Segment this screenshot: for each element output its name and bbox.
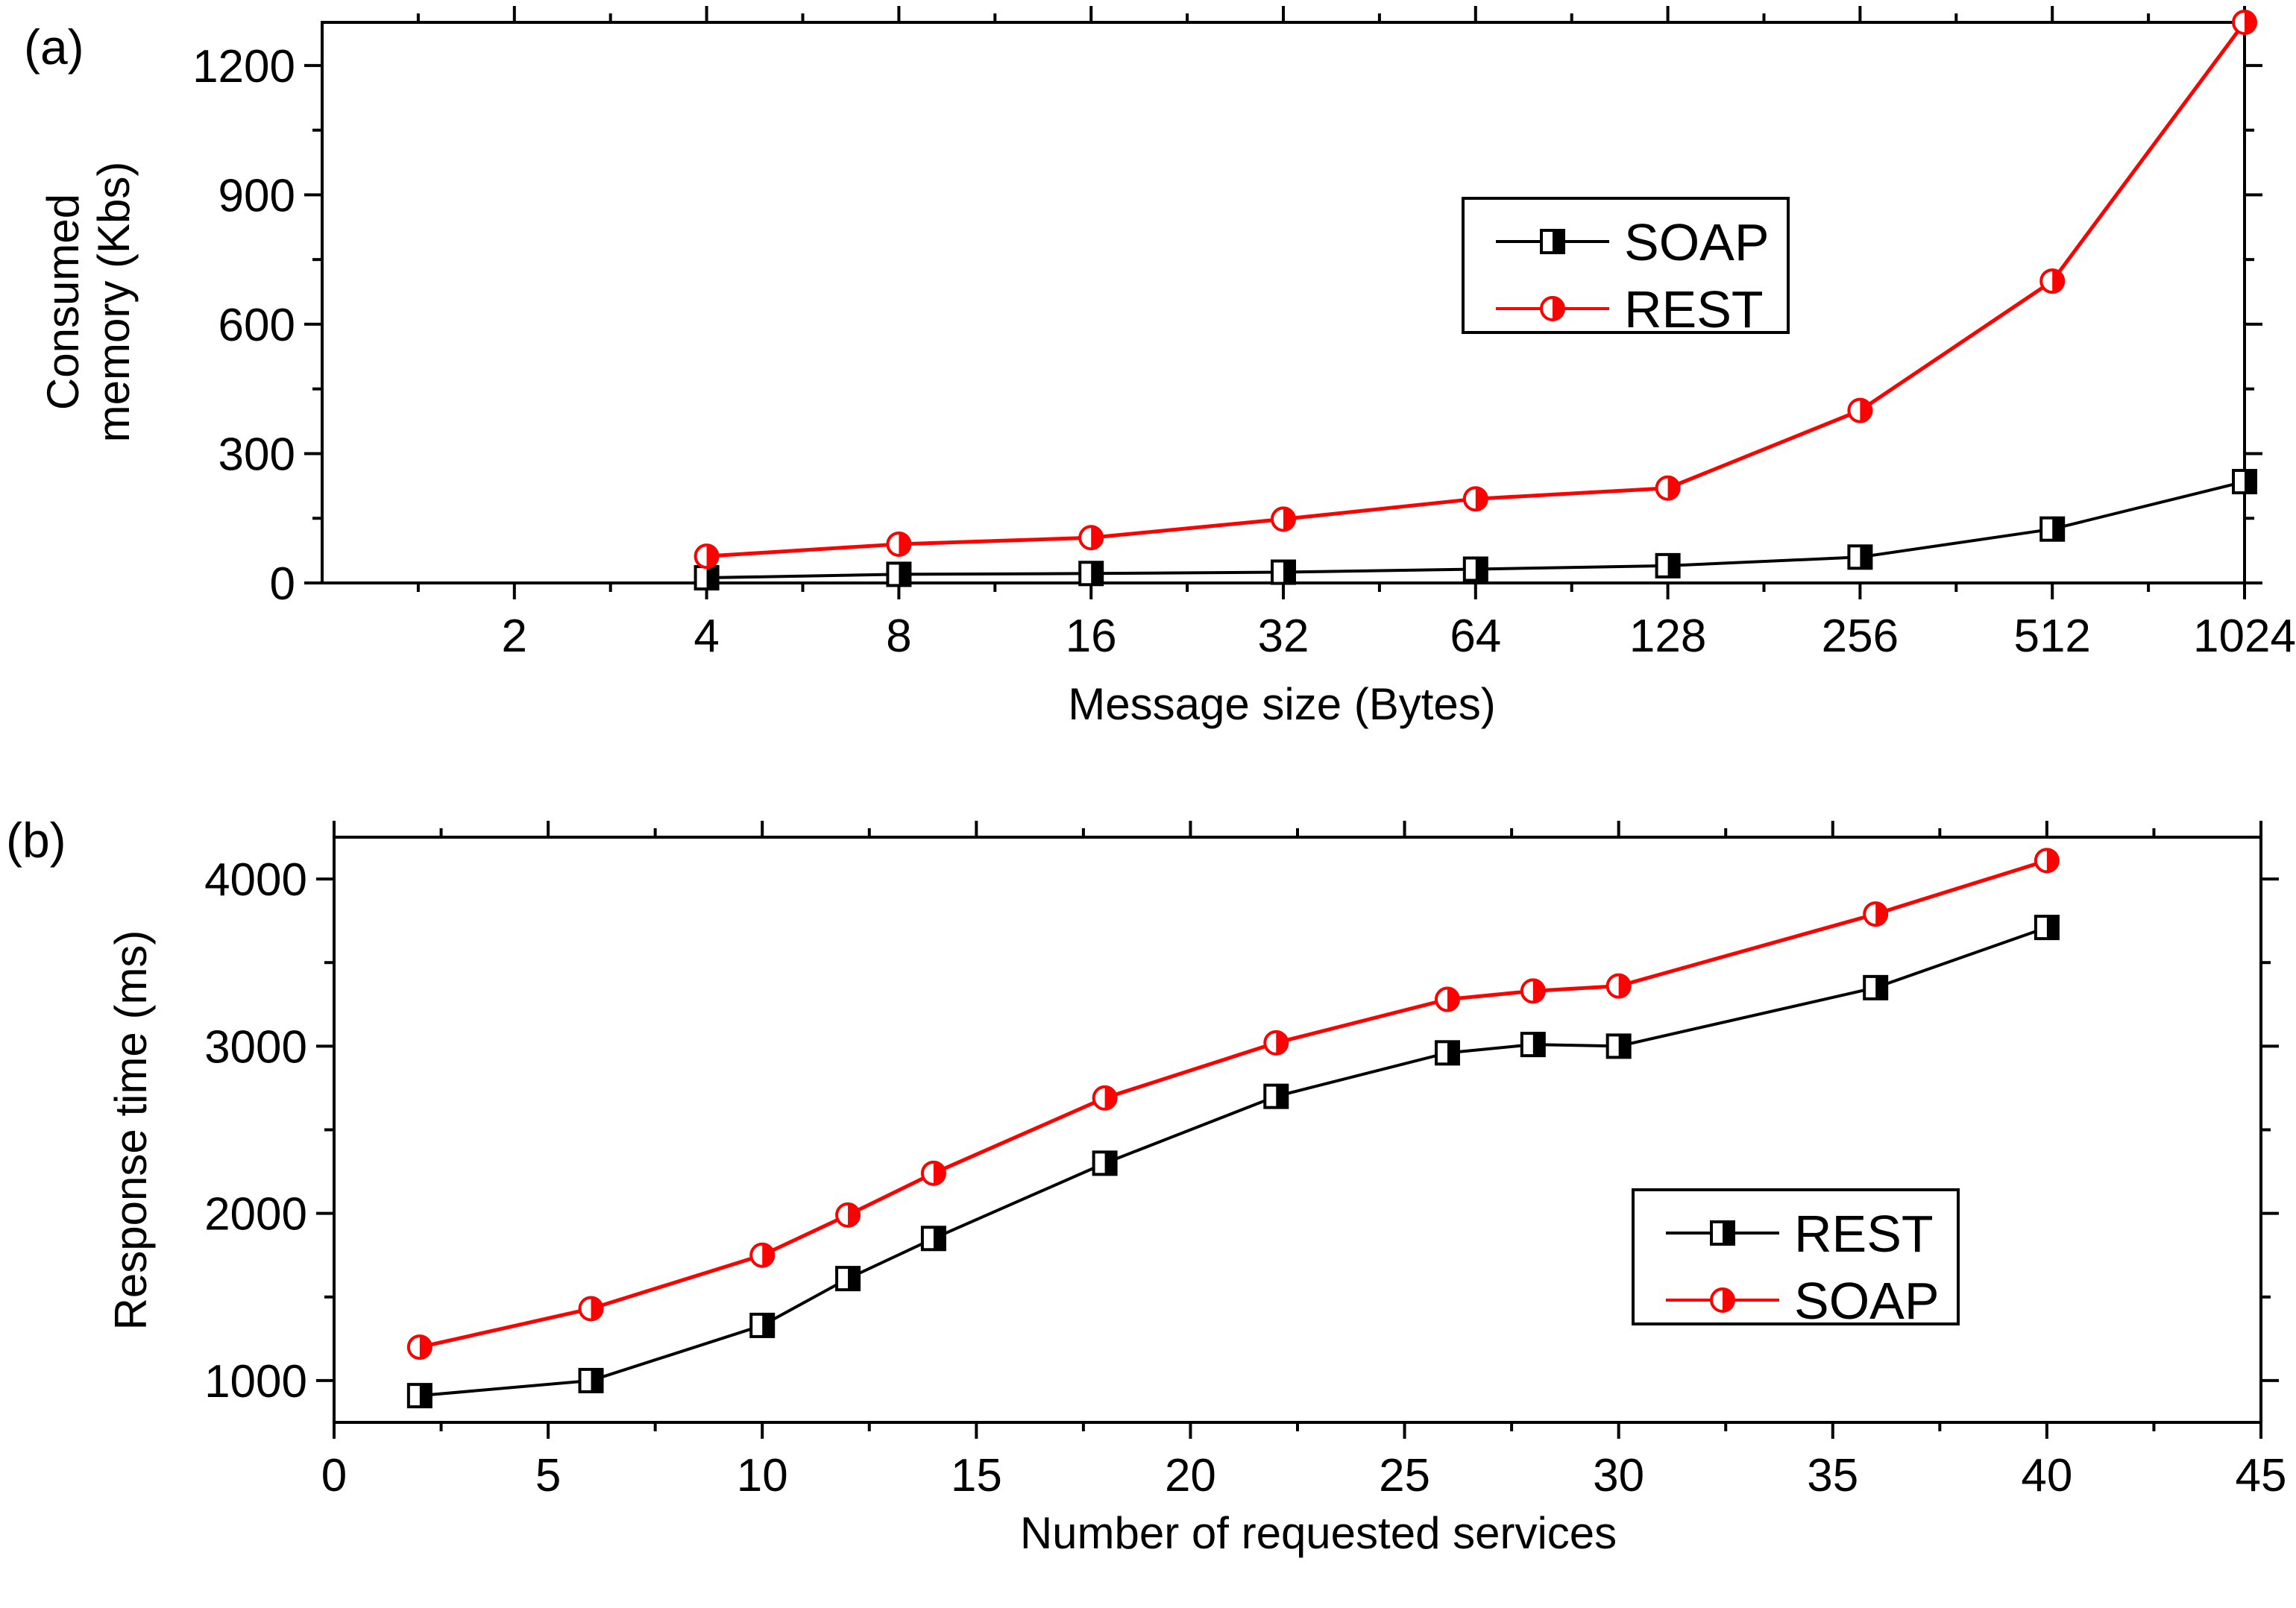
data-point-soap bbox=[578, 1296, 604, 1322]
data-point-soap bbox=[1605, 973, 1632, 999]
x-tick-label: 32 bbox=[1258, 611, 1309, 662]
legend-marker-rest bbox=[1540, 296, 1565, 321]
legend-label-rest: REST bbox=[1794, 1205, 1934, 1263]
data-point-soap bbox=[2232, 469, 2257, 495]
data-point-rest bbox=[1434, 1040, 1460, 1066]
panel-label: (b) bbox=[6, 813, 66, 868]
x-tick-label: 2 bbox=[502, 611, 527, 662]
x-tick-label: 64 bbox=[1450, 611, 1501, 662]
x-axis-title: Number of requested services bbox=[1020, 1508, 1617, 1558]
legend: REST SOAP bbox=[1632, 1188, 1960, 1330]
legend-marker-soap bbox=[1540, 229, 1565, 254]
y-tick-label: 4000 bbox=[204, 854, 307, 906]
data-point-soap bbox=[920, 1160, 946, 1186]
data-point-rest bbox=[1520, 1032, 1546, 1058]
x-tick-label: 1024 bbox=[2193, 611, 2296, 662]
data-point-soap bbox=[1847, 544, 1873, 570]
x-tick-label: 8 bbox=[886, 611, 911, 662]
series-rest bbox=[693, 10, 2257, 570]
x-tick-label: 20 bbox=[1165, 1450, 1216, 1501]
legend-label-soap: SOAP bbox=[1624, 213, 1770, 271]
series-soap bbox=[693, 469, 2257, 591]
data-point-soap bbox=[2034, 848, 2060, 874]
data-point-rest bbox=[2232, 10, 2257, 35]
y-tick-label: 300 bbox=[218, 429, 295, 480]
x-tick-label: 15 bbox=[951, 1450, 1002, 1501]
x-tick-label: 35 bbox=[1807, 1450, 1858, 1501]
x-tick-label: 4 bbox=[693, 611, 719, 662]
data-point-soap bbox=[1078, 561, 1104, 587]
data-point-rest bbox=[2039, 268, 2066, 294]
x-tick-label: 128 bbox=[1629, 611, 1706, 662]
data-point-soap bbox=[1092, 1085, 1118, 1111]
data-point-rest bbox=[1462, 486, 1488, 512]
data-point-soap bbox=[749, 1242, 776, 1268]
x-axis-title: Message size (Bytes) bbox=[1068, 679, 1496, 729]
data-point-rest bbox=[886, 531, 912, 557]
data-point-soap bbox=[1863, 901, 1889, 927]
legend-label-rest: REST bbox=[1624, 280, 1764, 338]
legend-label-soap: SOAP bbox=[1794, 1272, 1940, 1330]
data-point-rest bbox=[578, 1367, 604, 1393]
data-point-rest bbox=[835, 1266, 861, 1292]
data-point-rest bbox=[1605, 1033, 1632, 1059]
panel-label: (a) bbox=[24, 19, 84, 75]
data-point-rest bbox=[1092, 1150, 1118, 1176]
data-point-soap bbox=[886, 561, 912, 587]
data-point-soap bbox=[1655, 552, 1681, 578]
legend-marker-rest bbox=[1710, 1220, 1735, 1246]
data-point-soap bbox=[1434, 986, 1460, 1012]
data-point-rest bbox=[2034, 915, 2060, 941]
y-tick-label: 2000 bbox=[204, 1189, 307, 1240]
data-point-soap bbox=[693, 565, 720, 591]
series-line-soap bbox=[419, 859, 2048, 1349]
x-tick-label: 25 bbox=[1379, 1450, 1430, 1501]
legend-marker-soap bbox=[1710, 1287, 1735, 1313]
series-rest bbox=[406, 915, 2060, 1409]
x-tick-label: 0 bbox=[321, 1450, 347, 1501]
data-point-soap bbox=[1263, 1030, 1289, 1056]
x-tick-label: 5 bbox=[535, 1450, 561, 1501]
data-point-soap bbox=[1520, 978, 1546, 1004]
x-tick-label: 40 bbox=[2021, 1450, 2072, 1501]
data-point-rest bbox=[1078, 525, 1104, 551]
series-line-rest bbox=[419, 926, 2048, 1398]
y-tick-label: 1200 bbox=[192, 41, 295, 92]
data-point-soap bbox=[835, 1202, 861, 1228]
data-point-soap bbox=[1271, 559, 1296, 585]
y-axis-title: Consumed bbox=[38, 194, 88, 410]
data-point-rest bbox=[1847, 397, 1873, 423]
data-point-rest bbox=[1863, 974, 1889, 1000]
data-point-rest bbox=[1655, 475, 1681, 501]
series-soap bbox=[406, 848, 2060, 1361]
data-point-rest bbox=[749, 1312, 776, 1338]
legend: SOAP REST bbox=[1462, 197, 1790, 338]
data-point-soap bbox=[2039, 516, 2066, 542]
y-tick-label: 3000 bbox=[204, 1021, 307, 1073]
panel-b-response-time-chart: 0 5 10 15 20 25 30 35 40 45 1000 2000 3000 4000 Number… bbox=[6, 813, 2286, 1558]
plot-frame bbox=[333, 836, 2262, 1424]
x-tick-label: 16 bbox=[1066, 611, 1117, 662]
data-point-rest bbox=[693, 543, 720, 570]
data-point-rest bbox=[1271, 506, 1296, 532]
y-tick-label: 900 bbox=[218, 170, 295, 221]
x-tick-label: 256 bbox=[1822, 611, 1899, 662]
data-point-rest bbox=[406, 1383, 433, 1409]
x-tick-label: 45 bbox=[2236, 1450, 2287, 1501]
y-tick-label: 600 bbox=[218, 300, 295, 351]
y-tick-label: 1000 bbox=[204, 1356, 307, 1407]
y-tick-label: 0 bbox=[270, 558, 295, 610]
x-tick-label: 512 bbox=[2013, 611, 2090, 662]
data-point-soap bbox=[1462, 556, 1488, 582]
x-tick-label: 10 bbox=[737, 1450, 788, 1501]
data-point-rest bbox=[920, 1226, 946, 1252]
plot-frame bbox=[321, 21, 2246, 584]
panel-a-memory-chart: 2 4 8 16 32 64 128 256 512 1024 0 300 600 900 1200 Mess… bbox=[24, 6, 2296, 729]
data-point-rest bbox=[1263, 1083, 1289, 1109]
data-point-soap bbox=[406, 1334, 433, 1361]
y-axis-title: memory (Kbs) bbox=[89, 162, 139, 443]
y-axis-title: Response time (ms) bbox=[106, 930, 156, 1331]
x-tick-label: 30 bbox=[1593, 1450, 1644, 1501]
